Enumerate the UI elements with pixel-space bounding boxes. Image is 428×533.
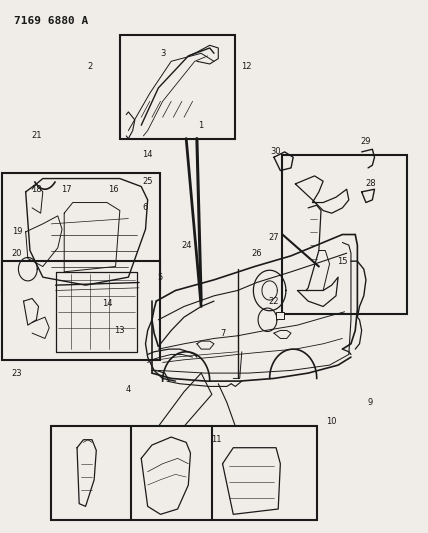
Bar: [2, 261, 160, 360]
Text: 14: 14: [102, 300, 112, 308]
Bar: [2, 173, 160, 293]
Text: 12: 12: [241, 62, 251, 71]
Text: 21: 21: [31, 132, 42, 140]
Text: 16: 16: [108, 185, 119, 193]
Text: 9: 9: [368, 398, 373, 407]
Text: 26: 26: [252, 249, 262, 257]
Text: 7169 6880 A: 7169 6880 A: [14, 16, 88, 26]
Text: 24: 24: [181, 241, 191, 249]
Text: 20: 20: [12, 249, 22, 257]
Text: 27: 27: [269, 233, 279, 241]
Text: 2: 2: [87, 62, 92, 71]
Text: 10: 10: [327, 417, 337, 425]
Bar: [282, 155, 407, 314]
Text: 18: 18: [31, 185, 42, 193]
Text: 6: 6: [143, 204, 148, 212]
Text: 3: 3: [160, 49, 165, 58]
Text: 11: 11: [211, 435, 221, 444]
Text: 5: 5: [158, 273, 163, 281]
Bar: [51, 426, 317, 520]
Text: 14: 14: [143, 150, 153, 159]
Text: 4: 4: [126, 385, 131, 393]
Text: 15: 15: [337, 257, 348, 265]
Text: 17: 17: [61, 185, 71, 193]
Text: 19: 19: [12, 228, 22, 236]
Text: 23: 23: [12, 369, 22, 377]
Text: 30: 30: [271, 148, 281, 156]
Text: 1: 1: [199, 121, 204, 130]
Text: 22: 22: [269, 297, 279, 305]
Text: 28: 28: [365, 180, 375, 188]
Text: 29: 29: [361, 137, 371, 146]
Bar: [120, 35, 235, 139]
Text: 7: 7: [220, 329, 225, 337]
Text: 25: 25: [143, 177, 153, 185]
Text: 13: 13: [115, 326, 125, 335]
Bar: [276, 312, 284, 319]
